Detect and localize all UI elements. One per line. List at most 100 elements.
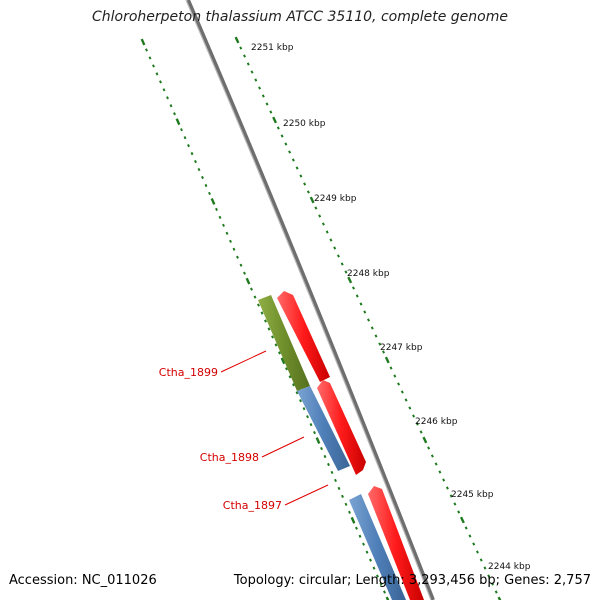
outer-track-minor-tick [468, 534, 472, 538]
outer-track-minor-tick [325, 230, 329, 234]
outer-track-minor-tick [250, 70, 254, 74]
inner-track-minor-tick [344, 502, 348, 506]
outer-track-minor-tick [389, 366, 393, 370]
inner-track-minor-tick [306, 415, 309, 419]
genome-backbone-highlight [185, 0, 432, 600]
outer-track-minor-tick [442, 478, 446, 482]
outer-track-minor-tick [306, 190, 310, 194]
inner-track-minor-tick [295, 391, 299, 395]
inner-track-minor-tick [190, 152, 194, 156]
gene-ctha-1897-block [349, 494, 406, 600]
kbp-tick-label: 2250 kbp [283, 119, 326, 129]
gene-ctha-1899-block [258, 295, 310, 391]
outer-track-minor-tick [318, 214, 322, 218]
gene-arrow-red-2 [317, 380, 366, 475]
outer-track-minor-tick [243, 54, 246, 58]
inner-track-minor-tick [372, 566, 376, 570]
inner-track-major-tick [175, 118, 181, 126]
outer-track-major-tick [459, 516, 465, 524]
outer-track-minor-tick [276, 126, 280, 130]
inner-track-minor-tick [225, 231, 229, 235]
inner-track-minor-tick [253, 295, 257, 299]
outer-track-minor-tick [449, 494, 453, 498]
inner-track-minor-tick [348, 510, 351, 514]
inner-track-minor-tick [162, 88, 166, 92]
inner-track-minor-tick [229, 239, 232, 243]
inner-track-minor-tick [285, 367, 288, 371]
inner-track-minor-tick [358, 534, 362, 538]
inner-track-minor-tick [355, 526, 358, 530]
inner-track-minor-tick [313, 431, 316, 435]
genome-backbone [186, 0, 435, 600]
inner-track-minor-tick [250, 287, 253, 291]
outer-track-minor-tick [291, 158, 295, 162]
outer-track-minor-tick [438, 470, 442, 474]
outer-track-minor-tick [295, 166, 299, 170]
inner-track-minor-tick [155, 72, 159, 76]
inner-track-minor-tick [145, 48, 148, 52]
outer-track-major-tick [272, 116, 278, 124]
inner-tick-track [140, 38, 390, 600]
inner-track-minor-tick [166, 96, 169, 100]
outer-track-minor-tick [340, 262, 344, 266]
kbp-tick-label: 2251 kbp [251, 43, 294, 53]
outer-track-minor-tick [363, 310, 367, 314]
inner-track-minor-tick [369, 558, 372, 562]
inner-track-minor-tick [309, 423, 313, 427]
outer-track-minor-tick [430, 454, 434, 458]
inner-track-minor-tick [327, 462, 330, 467]
outer-track-minor-tick [265, 102, 269, 106]
outer-track-minor-tick [374, 334, 378, 338]
inner-track-minor-tick [236, 255, 239, 259]
inner-track-major-tick [210, 198, 216, 205]
outer-tick-track [234, 36, 502, 600]
outer-track-minor-tick [288, 150, 292, 154]
inner-track-minor-tick [379, 582, 383, 586]
kbp-tick-label: 2246 kbp [415, 417, 458, 427]
outer-track-minor-tick [445, 486, 449, 490]
inner-track-minor-tick [334, 478, 337, 483]
inner-track-minor-tick [204, 183, 208, 188]
outer-track-major-tick [384, 356, 390, 364]
outer-track-minor-tick [378, 342, 382, 346]
outer-track-minor-tick [303, 182, 307, 186]
outer-track-minor-tick [370, 326, 374, 330]
outer-track-minor-tick [239, 46, 243, 50]
inner-track-minor-tick [341, 494, 344, 498]
outer-track-major-tick [347, 276, 353, 284]
outer-track-minor-tick [329, 238, 333, 242]
inner-track-minor-tick [159, 80, 162, 84]
inner-track-minor-tick [320, 446, 323, 451]
inner-track-minor-tick [180, 128, 183, 132]
inner-track-major-tick [280, 357, 286, 365]
inner-track-minor-tick [260, 311, 264, 315]
outer-track-minor-tick [472, 542, 476, 546]
inner-track-major-tick [245, 277, 251, 285]
inner-track-minor-tick [362, 542, 365, 546]
outer-track-minor-tick [299, 174, 303, 178]
inner-track-minor-tick [330, 470, 334, 475]
inner-track-minor-tick [337, 486, 341, 490]
callout-line-ctha-1898 [261, 436, 305, 458]
outer-track-major-tick [422, 436, 428, 444]
outer-track-minor-tick [475, 550, 479, 554]
outer-track-minor-tick [393, 374, 397, 378]
outer-track-minor-tick [258, 86, 262, 90]
inner-track-minor-tick [292, 383, 295, 387]
outer-track-minor-tick [464, 526, 468, 530]
outer-track-minor-tick [404, 398, 408, 402]
outer-track-minor-tick [382, 350, 385, 354]
outer-track-minor-tick [352, 286, 355, 290]
outer-track-minor-tick [415, 422, 419, 426]
outer-track-major-tick [309, 196, 315, 204]
inner-track-minor-tick [383, 590, 386, 594]
inner-track-minor-tick [299, 399, 302, 403]
callout-line-ctha-1899 [220, 350, 267, 373]
accession-text: Accession: NC_011026 [9, 573, 157, 588]
kbp-tick-label: 2249 kbp [314, 194, 357, 204]
outer-track-minor-tick [246, 62, 250, 66]
inner-track-minor-tick [215, 207, 218, 211]
inner-track-major-tick [140, 38, 146, 46]
gene-arrow-red-3 [368, 486, 424, 600]
